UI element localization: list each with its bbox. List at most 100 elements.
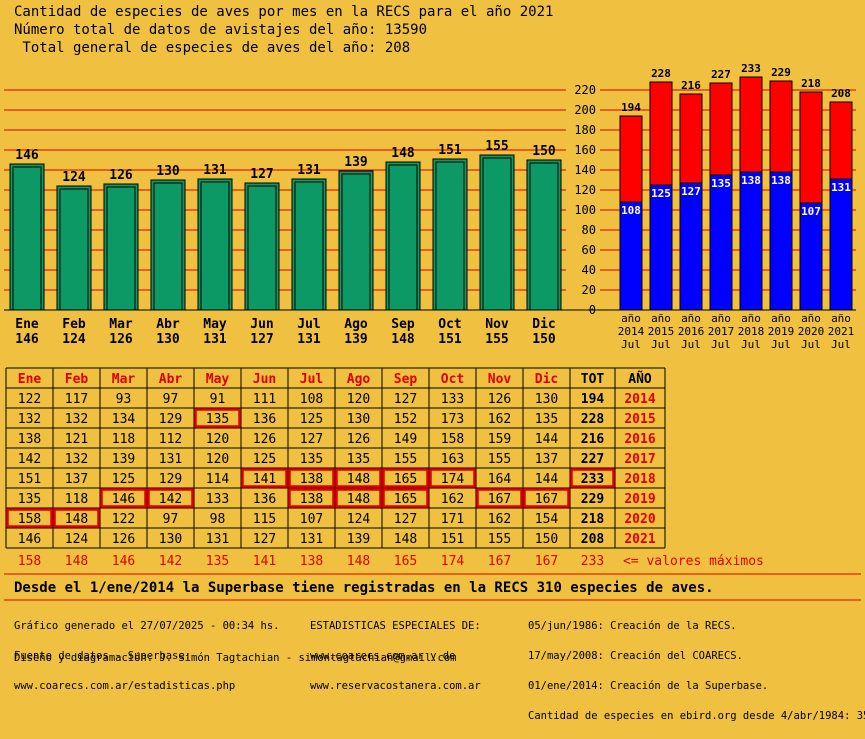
table-tot-cell: 208 bbox=[581, 532, 605, 547]
monthly-bar-inner bbox=[435, 161, 465, 311]
month-label: Mar bbox=[109, 317, 133, 332]
table-cell: 130 bbox=[535, 392, 558, 407]
month-label: Jun bbox=[250, 317, 273, 332]
monthly-value-label: 127 bbox=[250, 167, 273, 182]
month-label: Feb bbox=[62, 317, 86, 332]
year-axis-month: Jul bbox=[801, 338, 821, 351]
table-year-cell: 2019 bbox=[624, 492, 655, 507]
monthly-bar bbox=[338, 170, 374, 311]
table-cell: 126 bbox=[253, 432, 276, 447]
yearly-july-bar bbox=[709, 174, 733, 311]
table-cell: 135 bbox=[535, 412, 558, 427]
max-cell-highlight bbox=[147, 488, 194, 508]
table-cell: 130 bbox=[347, 412, 370, 427]
table-cell: 132 bbox=[18, 412, 41, 427]
year-axis-year: 2019 bbox=[768, 325, 795, 338]
y-tick-label: 140 bbox=[574, 163, 596, 177]
chart-title: Cantidad de especies de aves por mes en … bbox=[14, 4, 554, 20]
monthly-value-label: 150 bbox=[532, 144, 556, 159]
table-tot-cell: 218 bbox=[581, 512, 605, 527]
table-cell: 158 bbox=[441, 432, 464, 447]
table-header-cell: Jun bbox=[253, 372, 276, 387]
table-header-cell: Ago bbox=[347, 372, 371, 387]
monthly-bar-inner bbox=[247, 185, 277, 311]
month-value-label: 127 bbox=[250, 332, 273, 347]
yearly-total-bar bbox=[709, 82, 733, 176]
table-cell: 162 bbox=[488, 512, 511, 527]
max-cell-highlight bbox=[100, 488, 147, 508]
yearly-total-label: 227 bbox=[711, 68, 731, 81]
table-cell: 124 bbox=[65, 532, 89, 547]
table-tot-cell: 229 bbox=[581, 492, 604, 507]
table-header-cell: AÑO bbox=[628, 371, 652, 387]
yearly-total-label: 228 bbox=[651, 67, 671, 80]
year-axis-month: Jul bbox=[681, 338, 701, 351]
month-value-label: 124 bbox=[62, 332, 86, 347]
table-cell: 97 bbox=[163, 512, 179, 527]
year-axis-year: 2016 bbox=[678, 325, 705, 338]
table-cell: 122 bbox=[112, 512, 135, 527]
year-axis-word: año bbox=[681, 312, 701, 325]
monthly-bar bbox=[103, 183, 139, 311]
monthly-value-label: 124 bbox=[62, 170, 86, 185]
year-axis-word: año bbox=[801, 312, 821, 325]
yearly-july-bar bbox=[739, 171, 763, 311]
table-cell: 136 bbox=[253, 492, 276, 507]
table-cell: 171 bbox=[441, 512, 464, 527]
total-species-line: Total general de especies de aves del añ… bbox=[14, 40, 411, 56]
yearly-july-label: 125 bbox=[651, 187, 671, 200]
yearly-july-bar bbox=[619, 201, 643, 311]
y-tick-label: 20 bbox=[582, 283, 596, 297]
table-cell: 162 bbox=[488, 412, 511, 427]
table-cell: 137 bbox=[535, 452, 558, 467]
month-value-label: 148 bbox=[391, 332, 415, 347]
yearly-total-label: 194 bbox=[621, 101, 641, 114]
table-cell: 138 bbox=[300, 492, 323, 507]
month-value-label: 151 bbox=[438, 332, 462, 347]
yearly-july-label: 138 bbox=[771, 174, 791, 187]
yearly-total-bar bbox=[739, 76, 763, 173]
max-cell-highlight bbox=[523, 488, 570, 508]
footer-superbase-created: 01/ene/2014: Creación de la Superbase. bbox=[528, 680, 769, 692]
table-cell: 152 bbox=[394, 412, 417, 427]
max-cell-highlight bbox=[288, 468, 335, 488]
max-cell-highlight bbox=[429, 468, 476, 488]
table-cell: 155 bbox=[488, 452, 511, 467]
table-cell: 127 bbox=[300, 432, 323, 447]
yearly-total-label: 229 bbox=[771, 66, 791, 79]
y-tick-label: 0 bbox=[589, 303, 596, 317]
total-sightings-line: Número total de datos de avistajes del a… bbox=[14, 22, 428, 38]
table-cell: 129 bbox=[159, 472, 182, 487]
table-cell: 127 bbox=[394, 392, 417, 407]
table-cell: 98 bbox=[210, 512, 226, 527]
month-value-label: 131 bbox=[297, 332, 321, 347]
table-cell: 135 bbox=[300, 452, 323, 467]
max-value: 167 bbox=[488, 554, 511, 569]
year-axis-word: año bbox=[651, 312, 671, 325]
table-cell: 121 bbox=[65, 432, 88, 447]
month-label: Ago bbox=[344, 317, 368, 332]
y-tick-label: 160 bbox=[574, 143, 596, 157]
table-cell: 154 bbox=[535, 512, 559, 527]
year-axis-month: Jul bbox=[771, 338, 791, 351]
table-cell: 146 bbox=[112, 492, 135, 507]
table-header-cell: Sep bbox=[394, 372, 418, 387]
table-cell: 167 bbox=[488, 492, 511, 507]
month-value-label: 131 bbox=[203, 332, 227, 347]
table-cell: 120 bbox=[347, 392, 370, 407]
year-axis-word: año bbox=[621, 312, 641, 325]
table-cell: 134 bbox=[112, 412, 136, 427]
max-cell-highlight bbox=[382, 468, 429, 488]
table-cell: 132 bbox=[65, 412, 88, 427]
year-axis-month: Jul bbox=[651, 338, 671, 351]
table-cell: 138 bbox=[300, 472, 323, 487]
y-tick-label: 80 bbox=[582, 223, 596, 237]
yearly-july-label: 135 bbox=[711, 177, 731, 190]
table-tot-cell: 194 bbox=[581, 392, 605, 407]
monthly-value-label: 131 bbox=[203, 163, 227, 178]
monthly-bar-inner bbox=[388, 164, 418, 311]
yearly-july-bar bbox=[649, 184, 673, 311]
monthly-bar-inner bbox=[294, 181, 324, 311]
max-cell-highlight bbox=[241, 468, 288, 488]
table-cell: 125 bbox=[300, 412, 323, 427]
